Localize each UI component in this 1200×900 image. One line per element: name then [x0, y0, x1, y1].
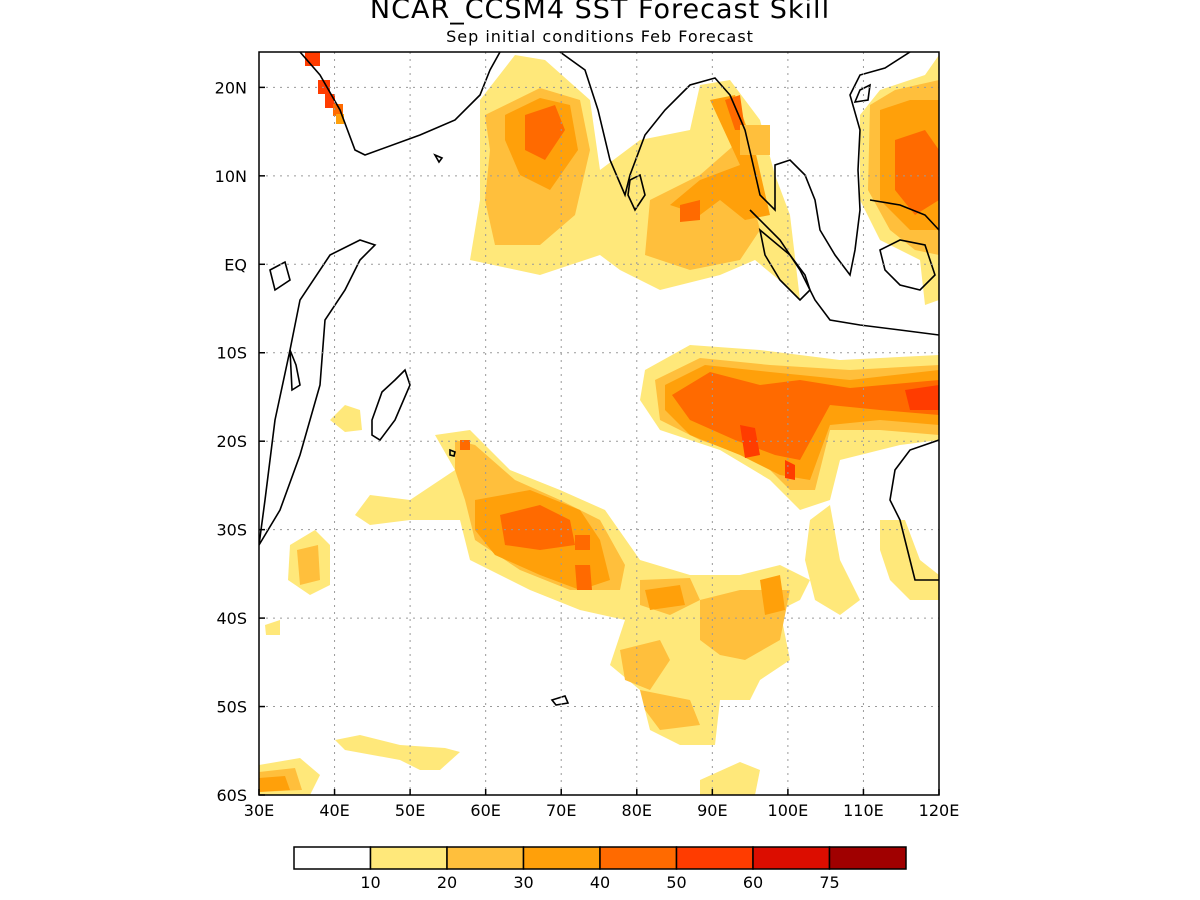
colorbar-box: [369, 846, 448, 870]
colorbar-box: [675, 846, 754, 870]
region-south-china-sea: [860, 55, 939, 305]
region-small-patches: [259, 405, 760, 795]
x-tick-label: 90E: [697, 801, 727, 820]
x-tick-labels: 30E 40E 50E 60E 70E 80E 90E 100E 110E 120E: [244, 801, 960, 820]
plot-frame: [258, 51, 940, 796]
colorbar-label: 10: [360, 873, 380, 892]
x-tick-label: 70E: [546, 801, 576, 820]
colorbar-box: [293, 846, 372, 870]
y-tick-label: EQ: [224, 255, 247, 274]
colorbar-label: 40: [590, 873, 610, 892]
x-tick-label: 30E: [244, 801, 274, 820]
region-southwest-indian-ocean: [355, 430, 810, 745]
colorbar-label: 60: [743, 873, 763, 892]
colorbar-boxes: [293, 846, 907, 870]
x-tick-label: 80E: [622, 801, 652, 820]
colorbar-label: 50: [666, 873, 686, 892]
colorbar-box: [828, 846, 907, 870]
x-tick-label: 60E: [470, 801, 500, 820]
y-tick-label: 50S: [216, 698, 247, 717]
axis-ticks: [258, 86, 940, 796]
y-tick-label: 10S: [216, 344, 247, 363]
x-tick-label: 120E: [919, 801, 960, 820]
colorbar-box: [446, 846, 525, 870]
chart-subtitle: Sep initial conditions Feb Forecast: [446, 27, 754, 46]
coastlines: [259, 52, 939, 706]
x-tick-label: 100E: [768, 801, 809, 820]
y-tick-label: 60S: [216, 786, 247, 805]
skill-shading: [259, 52, 939, 795]
y-tick-label: 40S: [216, 609, 247, 628]
x-tick-label: 110E: [843, 801, 884, 820]
y-tick-label: 20S: [216, 432, 247, 451]
y-tick-label: 20N: [215, 78, 247, 97]
colorbar-box: [752, 846, 831, 870]
y-tick-labels: 20N 10N EQ 10S 20S 30S 40S 50S 60S: [215, 78, 247, 805]
x-tick-label: 40E: [319, 801, 349, 820]
colorbar-box: [522, 846, 601, 870]
colorbar-box: [599, 846, 678, 870]
region-southeast-indian-ocean: [640, 345, 939, 510]
region-west-australia: [805, 505, 939, 615]
colorbar-labels: 10 20 30 40 50 60 75: [360, 873, 839, 892]
x-tick-label: 50E: [395, 801, 425, 820]
chart-title: NCAR_CCSM4 SST Forecast Skill: [369, 0, 831, 25]
colorbar: 10 20 30 40 50 60 75: [293, 846, 907, 892]
colorbar-label: 20: [437, 873, 457, 892]
y-tick-label: 30S: [216, 521, 247, 540]
y-tick-label: 10N: [215, 167, 247, 186]
colorbar-label: 30: [513, 873, 533, 892]
gridlines: [259, 52, 939, 795]
colorbar-label: 75: [819, 873, 839, 892]
